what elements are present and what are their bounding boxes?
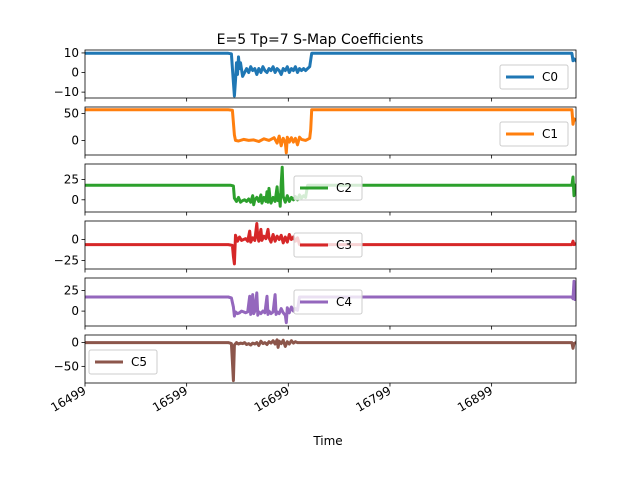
y-tick-label: 50 — [64, 106, 79, 120]
x-tick-label: 16799 — [353, 383, 393, 414]
x-axis-label: Time — [312, 434, 342, 448]
axes-frame — [84, 220, 577, 270]
y-tick-label: 0 — [71, 304, 79, 318]
subplot-c4: 25 0 C4 — [64, 277, 577, 327]
subplot-c5: 0 −50 C5 — [54, 334, 577, 384]
y-tick-label: 10 — [64, 46, 79, 60]
axes-frame — [84, 163, 577, 213]
axes-frame — [84, 49, 577, 99]
axes-frame — [84, 334, 577, 384]
legend-label: C2 — [336, 181, 352, 195]
series-line-c1 — [85, 108, 576, 155]
legend-label: C1 — [542, 127, 558, 141]
legend-c0: C0 — [499, 64, 569, 90]
legend-c5: C5 — [88, 349, 158, 375]
subplot-c1: 50 0 C1 — [64, 106, 577, 156]
x-tick-label: 16599 — [150, 383, 190, 414]
series-line-c0 — [85, 51, 576, 98]
axes-frame — [84, 106, 577, 156]
y-tick-label: 0 — [71, 233, 79, 247]
legend-label: C0 — [542, 70, 558, 84]
y-tick-label: 0 — [71, 133, 79, 147]
legend-label: C4 — [336, 295, 352, 309]
series-line-c5 — [85, 338, 576, 383]
y-tick-label: −25 — [54, 254, 79, 268]
axes-frame — [84, 277, 577, 327]
legend-label: C5 — [131, 355, 147, 369]
subplot-c2: 25 0 C2 — [64, 163, 577, 213]
legend-c3: C3 — [293, 232, 363, 258]
x-tick-label: 16699 — [252, 383, 292, 414]
subplots: 10 0 −10 C0 50 0 C1 25 0 C2 0 −25 C3 25 0 C4 0 −50 C5 — [54, 46, 577, 384]
subplot-c3: 0 −25 C3 — [54, 220, 577, 270]
legend-c2: C2 — [293, 175, 363, 201]
x-tick-label: 16899 — [455, 383, 495, 414]
y-tick-label: 0 — [71, 336, 79, 350]
y-tick-label: 25 — [64, 283, 79, 297]
subplot-c0: 10 0 −10 C0 — [54, 46, 577, 99]
legend-c4: C4 — [293, 289, 363, 315]
y-tick-label: 0 — [71, 193, 79, 207]
x-tick-label: 16499 — [48, 383, 88, 414]
y-tick-label: 25 — [64, 172, 79, 186]
y-tick-label: 0 — [71, 66, 79, 80]
legend-c1: C1 — [499, 121, 569, 147]
y-tick-label: −10 — [54, 85, 79, 99]
legend-label: C3 — [336, 238, 352, 252]
y-tick-label: −50 — [54, 359, 79, 373]
chart-title: E=5 Tp=7 S-Map Coefficients — [217, 32, 424, 48]
